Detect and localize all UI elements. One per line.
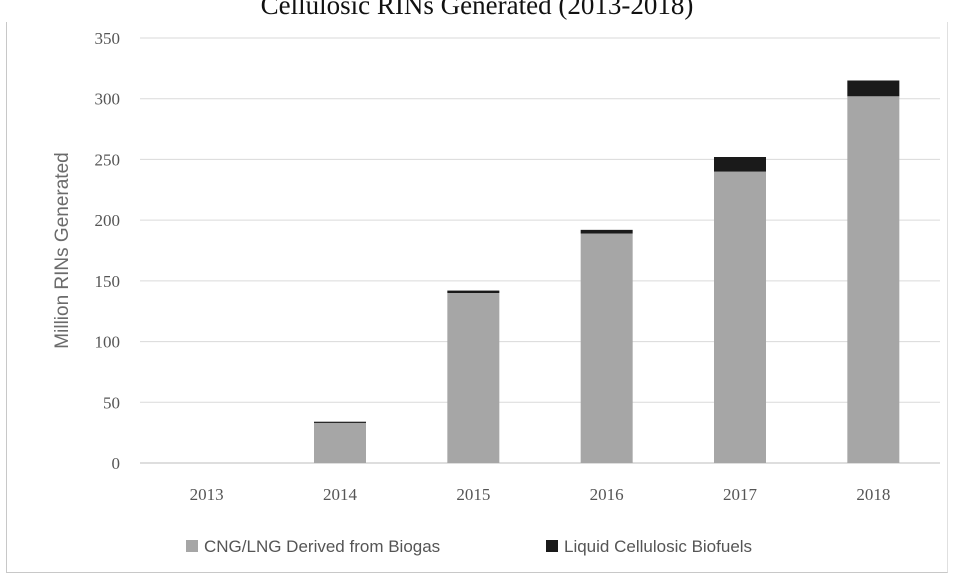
bars (314, 80, 900, 464)
y-tick-label: 0 (112, 454, 121, 473)
chart-title: Cellulosic RINs Generated (2013-2018) (260, 0, 694, 20)
x-tick-label: 2013 (190, 485, 224, 504)
legend: CNG/LNG Derived from Biogas Liquid Cellul… (186, 537, 752, 556)
y-tick-label: 300 (95, 90, 121, 109)
chart-border (6, 22, 948, 573)
bar-liquid-cellulosic-biofuels-2017 (714, 157, 766, 172)
x-tick-label: 2014 (323, 485, 358, 504)
bar-cng-lng-derived-from-biogas-2014 (314, 422, 366, 463)
legend-swatch (546, 540, 558, 552)
bar-cng-lng-derived-from-biogas-2017 (714, 171, 766, 464)
legend-swatch (186, 540, 198, 552)
bar-cng-lng-derived-from-biogas-2016 (580, 233, 633, 463)
bar-liquid-cellulosic-biofuels-2018 (847, 80, 900, 97)
y-tick-label: 350 (95, 29, 121, 48)
bar-liquid-cellulosic-biofuels-2015 (447, 290, 500, 293)
x-tick-label: 2017 (723, 485, 758, 504)
x-tick-label: 2016 (590, 485, 624, 504)
y-tick-label: 50 (103, 393, 120, 412)
y-axis-label: Million RINs Generated (52, 152, 73, 348)
x-tick-label: 2018 (856, 485, 890, 504)
y-tick-label: 100 (95, 333, 121, 352)
legend-label: Liquid Cellulosic Biofuels (564, 537, 752, 556)
gridlines (140, 37, 940, 464)
bar-liquid-cellulosic-biofuels-2016 (580, 229, 633, 234)
bar-cng-lng-derived-from-biogas-2018 (847, 96, 900, 464)
x-tick-label: 2015 (456, 485, 490, 504)
y-tick-label: 200 (95, 211, 121, 230)
bar-cng-lng-derived-from-biogas-2015 (447, 293, 500, 463)
legend-label: CNG/LNG Derived from Biogas (204, 537, 440, 556)
x-axis-ticks: 2013 2014 2015 2016 2017 2018 (190, 485, 891, 504)
y-tick-label: 250 (95, 150, 121, 169)
bar-liquid-cellulosic-biofuels-2014 (314, 421, 366, 423)
y-axis-ticks: 0 50 100 150 200 250 300 350 (95, 29, 121, 473)
y-tick-label: 150 (95, 272, 121, 291)
